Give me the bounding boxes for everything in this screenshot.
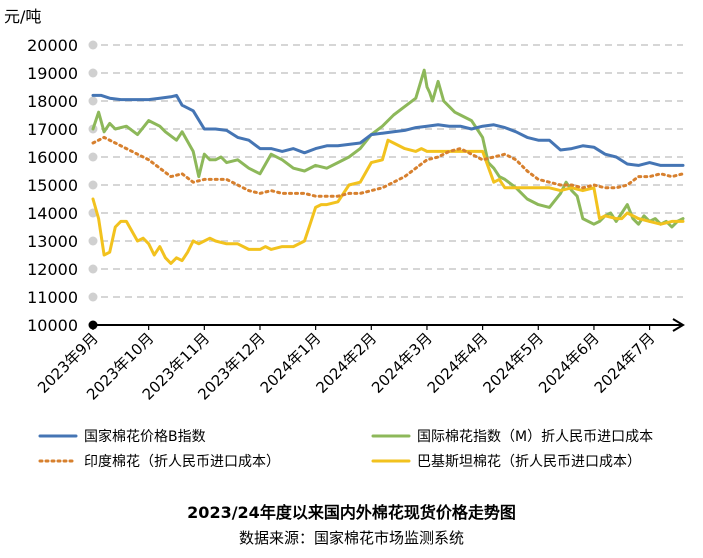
- gridline-dot: [88, 236, 98, 246]
- y-tick-label: 10000: [27, 316, 78, 335]
- y-tick-label: 18000: [27, 92, 78, 111]
- y-tick-label: 17000: [27, 120, 78, 139]
- gridline-dot: [88, 292, 98, 302]
- x-tick-label: 2024年7月: [591, 329, 659, 397]
- legend-label-2: 印度棉花（折人民币进口成本）: [84, 453, 280, 470]
- series-line-2: [91, 135, 685, 198]
- gridline-dot: [88, 264, 98, 274]
- y-tick-label: 16000: [27, 148, 78, 167]
- y-tick-label: 12000: [27, 260, 78, 279]
- y-tick-label: 19000: [27, 64, 78, 83]
- y-tick-label: 20000: [27, 36, 78, 55]
- y-tick-label: 11000: [27, 288, 78, 307]
- series-line-1: [91, 68, 685, 229]
- gridline-dot: [88, 180, 98, 190]
- axis-origin-dot: [88, 320, 98, 330]
- legend-label-1: 国际棉花指数（M）折人民币进口成本: [417, 428, 653, 445]
- gridline-dot: [88, 96, 98, 106]
- gridline-dot: [88, 152, 98, 162]
- x-axis-arrow: [672, 318, 685, 332]
- series-line-3: [91, 138, 685, 265]
- series-line-0: [91, 93, 685, 167]
- chart-source: 数据来源：国家棉花市场监测系统: [238, 529, 464, 547]
- y-axis-unit-label: 元/吨: [4, 7, 41, 26]
- y-tick-label: 15000: [27, 176, 78, 195]
- gridline-dot: [88, 40, 98, 50]
- y-tick-label: 14000: [27, 204, 78, 223]
- gridline-dot: [88, 68, 98, 78]
- legend-label-0: 国家棉花价格B指数: [84, 428, 206, 445]
- y-tick-label: 13000: [27, 232, 78, 251]
- legend-label-3: 巴基斯坦棉花（折人民币进口成本）: [417, 453, 641, 470]
- chart-title: 2023/24年度以来国内外棉花现货价格走势图: [187, 503, 516, 522]
